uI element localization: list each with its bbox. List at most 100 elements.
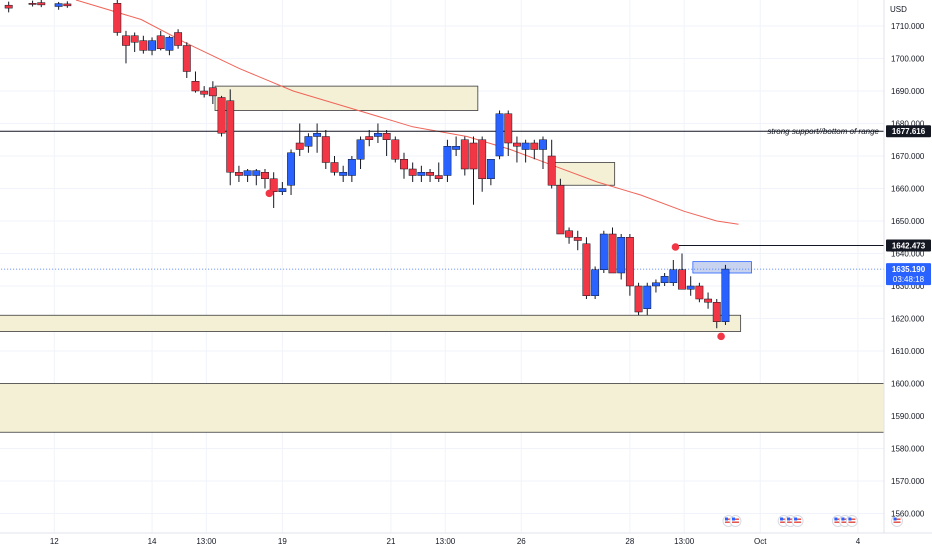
economic-event-flags[interactable] [722,515,904,527]
candle-body [226,100,235,173]
candle-body [582,243,591,296]
zone-mid[interactable] [553,162,616,186]
candle-body [330,162,339,173]
event-flag-stripe [794,518,802,520]
y-tick-label: 1670.000 [891,152,925,161]
candle-body [443,146,452,176]
event-flag-icon[interactable] [729,515,742,527]
candle-body [130,35,139,43]
event-flag-stripe [787,518,795,520]
y-tick-label: 1620.000 [891,315,925,324]
event-flag-icon[interactable] [845,515,858,527]
candle-body [373,133,382,137]
y-tick-label: 1570.000 [891,477,925,486]
candle-body [174,32,183,46]
event-flag-stripe [724,521,732,523]
candle-body [243,170,252,176]
event-flag-stripe [731,521,739,523]
x-tick-label: 19 [278,537,287,546]
x-tick-label: 13:00 [674,537,695,546]
time-axis[interactable]: 12 14 13:00 19 21 13:00 26 28 13:00 Oct 4 [50,537,861,546]
y-tick-label: 1560.000 [891,510,925,519]
y-tick-label: 1700.000 [891,55,925,64]
high-price-label-text: 1642.473 [892,241,926,250]
candle-body [208,87,217,97]
candle-body [63,3,72,7]
x-tick-label: 4 [856,537,861,546]
event-flag-stripe [780,518,788,520]
candle-body [295,142,304,150]
x-tick-label: 28 [625,537,634,546]
event-flag-stripe [794,521,802,523]
event-flag-stripe [834,518,842,520]
price-markers [265,189,725,341]
candle-body [217,97,226,134]
event-flag-stripe [841,518,849,520]
candle-body [486,159,495,179]
candle-body [469,142,478,170]
y-tick-label: 1640.000 [891,250,925,259]
event-flag-icon[interactable] [791,515,804,527]
candlestick-series [4,0,730,329]
zone-support[interactable] [0,314,742,332]
candle-body [28,3,37,5]
supply-demand-zones[interactable] [0,85,885,433]
candle-body [530,142,539,150]
event-flag-stripe [724,518,732,520]
candle-body [625,237,634,287]
candle-body [434,175,443,179]
y-tick-label: 1580.000 [891,445,925,454]
candle-body [599,233,608,270]
current-price-label-countdown: 03:48:18 [893,275,925,284]
candle-body [182,45,191,72]
candle-body [261,172,269,179]
candle-body [452,146,461,150]
candle-body [660,276,669,283]
candle-body [191,81,200,92]
price-axis[interactable]: 1560.000 1570.000 1580.000 1590.000 1600.000… [891,22,925,519]
event-flag-stripe [834,521,842,523]
candle-body [573,237,582,241]
event-flag-stripe [848,521,856,523]
support-price-label [886,125,931,138]
high-price-label [886,239,931,252]
x-tick-label: 21 [387,537,396,546]
candle-body [269,178,278,192]
candle-body [669,269,678,283]
y-tick-label: 1650.000 [891,217,925,226]
candle-body [313,133,322,137]
candle-body [478,139,487,179]
zone-lower[interactable] [0,383,885,433]
candle-body [339,172,348,176]
candle-body [122,35,130,46]
candle-body [556,185,565,235]
candle-body [512,142,521,147]
candle-body [504,113,513,144]
candle-body [721,268,730,323]
candle-body [365,136,374,140]
moving-average [75,0,739,225]
candle-body [156,35,165,49]
candle-body [686,285,695,290]
candle-body [591,269,600,296]
candle-body [391,139,400,160]
event-flag-stripe [731,518,739,520]
candle-body [113,3,122,33]
event-flag-stripe [787,521,795,523]
currency-label: USD [890,5,907,14]
event-flag-canton [848,517,852,521]
horizontal-lines[interactable] [0,130,884,270]
event-flag-canton [834,517,838,521]
support-price-label-text: 1677.616 [892,127,926,136]
y-tick-label: 1600.000 [891,380,925,389]
candle-body [634,285,643,313]
candle-body [148,40,156,51]
candle-body [278,188,287,192]
event-flag-stripe [893,518,901,520]
candle-body [460,139,469,170]
event-flag-stripe [841,521,849,523]
candle-body [4,4,13,9]
candle-body [252,170,261,176]
